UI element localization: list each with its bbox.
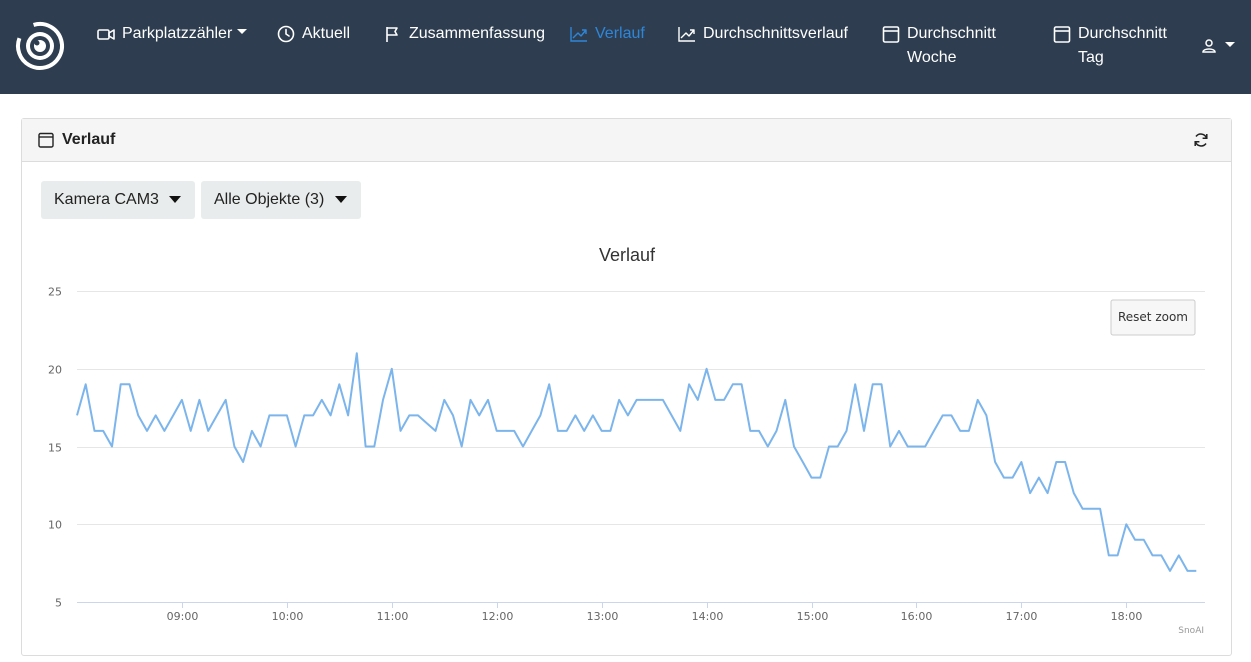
y-tick-label: 25 bbox=[48, 286, 62, 299]
nav-aktuell-label: Aktuell bbox=[302, 25, 351, 42]
camera-eye-logo[interactable] bbox=[11, 18, 69, 74]
x-tick-label: 15:00 bbox=[797, 610, 829, 623]
nav-durchschnitt-woche-label2: Woche bbox=[907, 49, 957, 66]
series-points bbox=[76, 353, 1197, 571]
nav-durchschnittsverlauf-label: Durchschnittsverlauf bbox=[703, 25, 848, 42]
top-navbar: Parkplatzzähler Aktuell Zusammenfassung … bbox=[0, 0, 1251, 94]
reset-zoom-button[interactable]: Reset zoom bbox=[1110, 299, 1196, 336]
x-tick-label: 18:00 bbox=[1111, 610, 1143, 623]
camera-select[interactable]: Kamera CAM3 bbox=[41, 181, 195, 219]
chart-credit: SnoAI bbox=[1178, 626, 1204, 636]
y-tick-label: 15 bbox=[48, 442, 62, 455]
x-tick-label: 10:00 bbox=[272, 610, 304, 623]
trending-up-icon bbox=[570, 27, 587, 42]
chevron-down-icon bbox=[1225, 42, 1235, 47]
x-tick-label: 13:00 bbox=[587, 610, 619, 623]
y-axis-ticks: 5 10 15 20 25 bbox=[48, 286, 62, 610]
objects-select-value: Alle Objekte (3) bbox=[214, 191, 325, 208]
caret-down-icon bbox=[335, 196, 347, 203]
verlauf-card: Verlauf Kamera CAM3 Alle Objekte (3) bbox=[21, 118, 1232, 656]
reset-zoom-button-bg[interactable] bbox=[1110, 299, 1196, 336]
chart-title: Verlauf bbox=[599, 245, 656, 265]
chart-gridlines bbox=[77, 291, 1205, 603]
card-header: Verlauf bbox=[22, 119, 1231, 162]
x-tick-label: 17:00 bbox=[1006, 610, 1038, 623]
calendar-icon bbox=[882, 26, 900, 43]
reset-zoom-label: Reset zoom bbox=[1118, 310, 1188, 324]
chevron-down-icon bbox=[237, 29, 248, 35]
nav-parkplatzzaehler-label: Parkplatzzähler bbox=[122, 22, 248, 46]
x-tick-label: 16:00 bbox=[901, 610, 933, 623]
user-icon bbox=[1202, 39, 1216, 53]
y-tick-label: 20 bbox=[48, 364, 62, 377]
flag-icon bbox=[386, 27, 398, 42]
nav-durchschnitt-tag-label: Durchschnitt bbox=[1078, 25, 1167, 42]
caret-down-icon bbox=[169, 196, 181, 203]
user-menu[interactable] bbox=[1201, 36, 1241, 56]
objects-select[interactable]: Alle Objekte (3) bbox=[201, 181, 361, 219]
trending-up-icon bbox=[678, 27, 695, 42]
card-title: Verlauf bbox=[62, 131, 116, 148]
series-line[interactable] bbox=[76, 352, 1197, 572]
camera-select-value: Kamera CAM3 bbox=[54, 191, 159, 208]
nav-durchschnitt-tag-label2: Tag bbox=[1078, 49, 1104, 66]
nav-zusammenfassung-label: Zusammenfassung bbox=[409, 25, 546, 42]
calendar-icon bbox=[1053, 26, 1071, 43]
y-tick-label: 5 bbox=[55, 597, 62, 610]
nav-durchschnitt-woche-label: Durchschnitt bbox=[907, 25, 996, 42]
x-tick-label: 11:00 bbox=[377, 610, 409, 623]
calendar-icon bbox=[38, 132, 54, 148]
x-tick-label: 14:00 bbox=[692, 610, 724, 623]
video-camera-icon bbox=[97, 29, 115, 40]
refresh-icon[interactable] bbox=[1193, 132, 1209, 148]
x-tick-label: 09:00 bbox=[167, 610, 199, 623]
nav-verlauf-label: Verlauf bbox=[595, 25, 645, 42]
x-axis-ticks: 09:00 10:00 11:00 12:00 13:00 14:00 15:00 16:00… bbox=[167, 602, 1143, 623]
x-tick-label: 12:00 bbox=[482, 610, 514, 623]
clock-icon bbox=[277, 25, 295, 43]
y-tick-label: 10 bbox=[48, 519, 62, 532]
